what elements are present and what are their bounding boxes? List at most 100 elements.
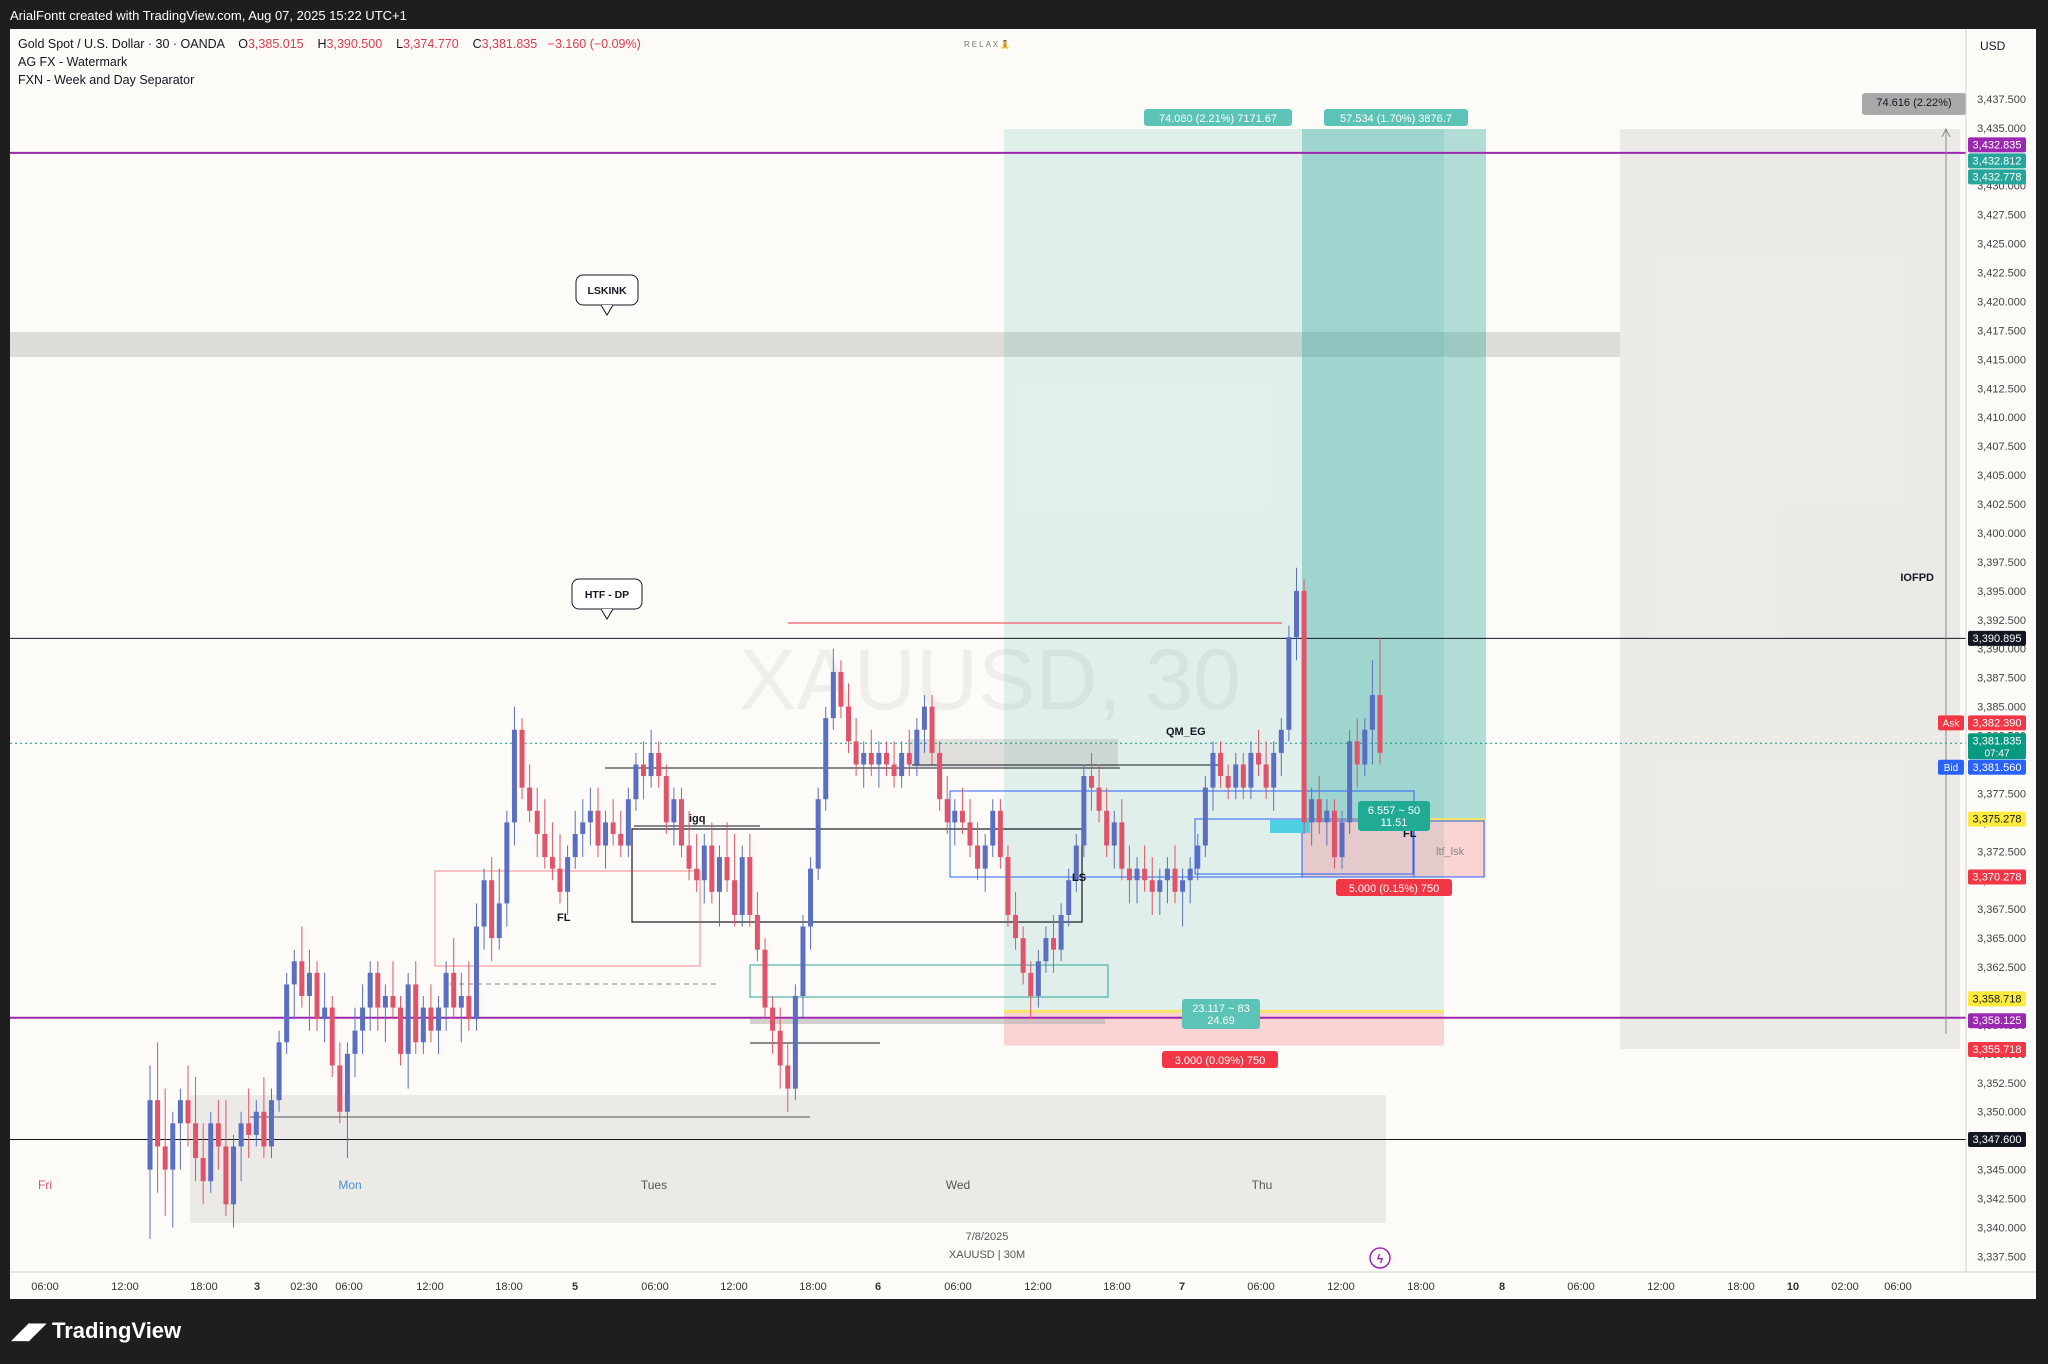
ls-label: LS xyxy=(1072,872,1086,884)
candle-body xyxy=(663,776,669,823)
price-tick: 3,362.500 xyxy=(1977,962,2026,974)
price-tick: 3,415.000 xyxy=(1977,354,2026,366)
price-chart[interactable]: XAUUSD, 30 LSKINK HTF - DP IOFPD FL igq QM_EG L… xyxy=(10,29,2036,1299)
candle-body xyxy=(413,984,419,1043)
blue-outline-box-1 xyxy=(949,790,1415,878)
candle-body xyxy=(542,833,548,858)
candle-body xyxy=(1240,764,1246,788)
candle-body xyxy=(830,671,836,719)
day-label: Mon xyxy=(338,1178,361,1192)
candle-body xyxy=(603,822,609,846)
time-tick: 06:00 xyxy=(31,1281,59,1293)
price-label-bg xyxy=(1968,169,2026,185)
candle-body xyxy=(489,880,495,939)
grey-supply-box xyxy=(908,739,1118,767)
legend-indicator-2[interactable]: FXN - Week and Day Separator xyxy=(18,73,195,87)
candle-body xyxy=(1339,822,1345,858)
candle-body xyxy=(1195,845,1201,869)
candle-body xyxy=(770,1007,776,1031)
candle-body xyxy=(754,914,760,950)
candle-body xyxy=(883,752,889,765)
session-zone xyxy=(190,1095,1386,1223)
candle-body xyxy=(1134,868,1140,881)
candle-body xyxy=(914,729,920,765)
price-tick: 3,405.000 xyxy=(1977,470,2026,482)
day-label: Fri xyxy=(38,1178,52,1192)
time-tick: 06:00 xyxy=(335,1281,363,1293)
legend-open-label: O xyxy=(238,37,248,51)
price-tick: 3,390.000 xyxy=(1977,644,2026,656)
legend-indicator-1[interactable]: AG FX - Watermark xyxy=(18,55,128,69)
price-label: 3,381.835 xyxy=(1973,735,2022,747)
candle-body xyxy=(747,857,753,915)
candle-body xyxy=(868,752,874,765)
candle-body xyxy=(367,972,373,1008)
price-tick: 3,410.000 xyxy=(1977,412,2026,424)
price-tick: 3,340.000 xyxy=(1977,1222,2026,1234)
candle-body xyxy=(952,810,958,823)
candle-body xyxy=(1142,868,1148,881)
pos1-rr-text-0: 23.117 ~ 83 xyxy=(1192,1003,1250,1015)
price-tick: 3,365.000 xyxy=(1977,933,2026,945)
relax-text: RELAX🧘 xyxy=(964,40,1013,49)
time-tick: 06:00 xyxy=(1247,1281,1275,1293)
candle-body xyxy=(527,787,533,811)
price-label: 3,381.560 xyxy=(1973,762,2022,774)
currency-label[interactable]: USD xyxy=(1980,39,2006,53)
candle-body xyxy=(1111,822,1117,846)
candle-body xyxy=(808,868,814,927)
time-tick: 12:00 xyxy=(416,1281,444,1293)
price-label-bg xyxy=(1968,1132,2026,1148)
pos2-rr-bg xyxy=(1358,801,1430,831)
lskink-label: LSKINK xyxy=(587,285,627,297)
time-tick: 18:00 xyxy=(495,1281,523,1293)
candle-body xyxy=(716,857,722,892)
candle-body xyxy=(314,972,320,1020)
candle-body xyxy=(375,972,381,1008)
legend-close-label: C xyxy=(472,37,482,51)
candle-body xyxy=(648,752,654,777)
candle-body xyxy=(1035,961,1041,996)
candle-body xyxy=(838,671,844,707)
price-label: 3,432.778 xyxy=(1973,171,2022,183)
candle-body xyxy=(473,926,479,1020)
price-tick: 3,372.500 xyxy=(1977,846,2026,858)
time-tick: 12:00 xyxy=(111,1281,139,1293)
candle-body xyxy=(1369,695,1375,730)
candle-body xyxy=(906,752,912,765)
time-tick: 12:00 xyxy=(720,1281,748,1293)
candle-body xyxy=(1210,752,1216,788)
time-tick: 06:00 xyxy=(1884,1281,1912,1293)
chart-panel[interactable]: XAUUSD, 30 LSKINK HTF - DP IOFPD FL igq QM_EG L… xyxy=(10,29,2036,1299)
candle-body xyxy=(937,752,943,800)
candle-body xyxy=(337,1065,343,1112)
price-tag-bg xyxy=(1938,759,1964,775)
candle-body xyxy=(405,984,411,1054)
price-tick: 3,367.500 xyxy=(1977,904,2026,916)
candle-body xyxy=(762,949,768,1008)
candle-body xyxy=(1164,868,1170,881)
price-label: 3,382.390 xyxy=(1973,717,2022,729)
candle-body xyxy=(1293,590,1299,638)
price-tick: 3,385.000 xyxy=(1977,702,2026,714)
symbol-watermark: XAUUSD, 30 xyxy=(739,632,1241,728)
ltf-lsk-label: ltf_lsk xyxy=(1436,846,1465,858)
qm-eg-label: QM_EG xyxy=(1166,726,1206,738)
pos1-rr-bg xyxy=(1182,999,1260,1029)
candle-body xyxy=(557,868,563,892)
candle-body xyxy=(1233,764,1239,788)
time-tick: 12:00 xyxy=(1327,1281,1355,1293)
candle-body xyxy=(944,799,950,823)
candle-body xyxy=(268,1100,274,1147)
price-tick: 3,402.500 xyxy=(1977,499,2026,511)
brand-text: TradingView xyxy=(51,1318,182,1343)
candle-body xyxy=(1073,845,1079,881)
time-tick: 5 xyxy=(572,1281,578,1293)
tradingview-logo-icon: ◢◤ xyxy=(12,1318,46,1343)
price-tick: 3,397.500 xyxy=(1977,557,2026,569)
candle-body xyxy=(671,799,677,823)
time-tick: 18:00 xyxy=(1103,1281,1131,1293)
lightning-glyph-icon: ϟ xyxy=(1377,1252,1384,1266)
tradingview-logo[interactable]: ◢◤ TradingView xyxy=(12,1318,181,1344)
pos1-target-bg xyxy=(1144,109,1292,126)
